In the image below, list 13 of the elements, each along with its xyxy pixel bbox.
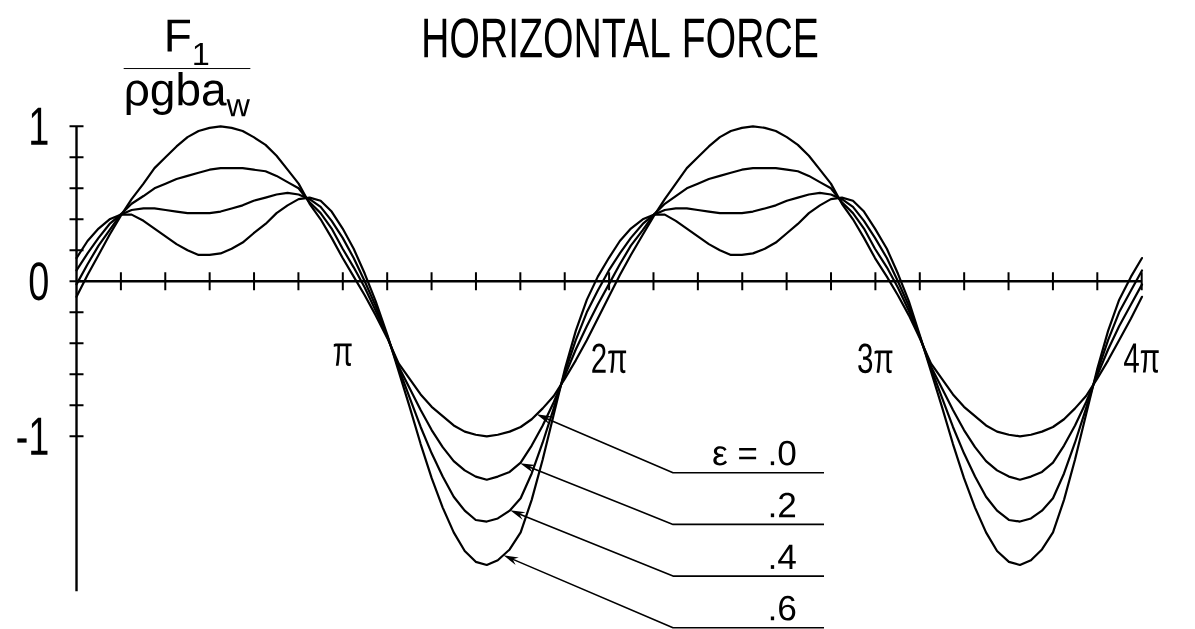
text: ε = .0 [713, 440, 796, 466]
text: .4 [770, 544, 796, 569]
x-tick-label: 3π [858, 343, 893, 374]
x-tick-label: π [333, 343, 352, 367]
x-tick-label: 2π [592, 343, 627, 374]
text: .2 [770, 492, 796, 518]
y-tick-label: -1 [17, 417, 48, 455]
y-tick-label: 1 [31, 107, 48, 145]
y-tick-label: 0 [29, 262, 48, 301]
y-axis-title: $\frac{\text{F}_{\text{1}}}{\text{ρgba}_{\text{w}}}$ [123, 19, 251, 117]
x-tick-label: 4π [1124, 343, 1159, 373]
chart-title: HORIZONTAL FORCE [424, 18, 818, 58]
text: .6 [770, 595, 796, 621]
